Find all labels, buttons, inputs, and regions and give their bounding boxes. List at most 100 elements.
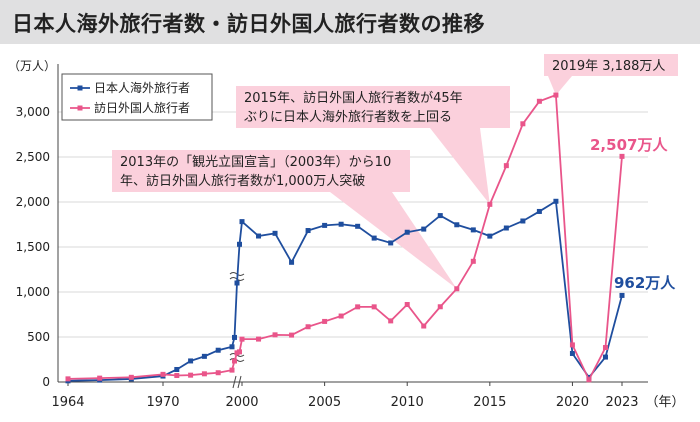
data-point [404,302,410,308]
data-point [487,201,493,207]
data-point [188,372,194,378]
data-point [229,367,235,373]
data-point [619,292,625,298]
y-axis-label: （万人） [8,59,56,73]
callout-pointer [430,128,490,205]
data-point [289,259,295,265]
data-point [388,318,394,324]
data-point [256,233,262,239]
data-point [215,370,221,376]
callout-box [544,54,678,76]
data-point [602,345,608,351]
callout-pointer [330,192,457,289]
data-point [454,222,460,228]
data-point [520,218,526,224]
series-line [67,199,623,382]
data-point [404,229,410,235]
y-axis: （万人） 0 500 1,000 1,500 2,000 2,500 3,000 [8,59,59,389]
y-tick-label: 1,500 [16,240,50,254]
y-tick-label: 2,000 [16,195,50,209]
callout-pointer [548,76,572,96]
data-point [160,371,166,377]
callout-text: 年、訪日外国人旅行者数が1,000万人突破 [120,173,365,189]
inbound-end-label: 2,507万人 [590,136,668,154]
data-point [470,227,476,233]
data-point [553,92,559,98]
data-point [234,280,240,286]
data-point [487,233,493,239]
data-point [454,286,460,292]
x-axis: 1964 1970 2000 2005 2010 2015 2020 2023 （年） [51,375,685,410]
x-axis-unit: （年） [645,395,684,410]
data-point [553,198,559,204]
y-tick-label: 3,000 [16,105,50,119]
data-point [237,241,242,247]
series-lines [65,92,625,384]
data-point [569,342,575,348]
data-point [338,221,344,227]
data-point [201,371,207,377]
data-point [188,358,194,364]
legend-label: 日本人海外旅行者 [94,80,190,95]
callout-box [236,86,510,128]
axis-break-mark [232,375,242,389]
x-tick-label: 1964 [51,395,84,410]
data-point [503,163,509,169]
data-point [305,324,311,330]
data-point [322,318,328,324]
data-point [201,353,207,359]
data-point [256,336,262,342]
data-point [97,375,103,381]
data-point [437,213,443,219]
data-point [174,366,180,372]
callout-text: ぶりに日本人海外旅行者数を上回る [244,110,452,125]
y-tick-label: 1,000 [16,285,50,299]
chart-title: 日本人海外旅行者数・訪日外国人旅行者数の推移 [12,12,485,36]
data-point [437,304,443,310]
x-tick-label: 2015 [473,395,506,410]
data-point [229,344,235,350]
y-tick-label: 2,500 [16,150,50,164]
data-point [355,304,361,310]
data-point [272,230,278,236]
end-labels: 2,507万人 962万人 [590,136,676,292]
x-tick-label: 2010 [391,395,424,410]
y-tick-label: 0 [42,375,50,389]
data-point [586,377,592,383]
data-point [520,121,526,127]
legend-label: 訪日外国人旅行者 [94,100,190,115]
data-point [536,208,542,214]
x-tick-label: 2023 [605,395,638,410]
data-point [65,376,71,382]
legend-box [61,73,213,121]
legend-marker [77,105,83,111]
data-point [619,153,625,159]
outbound-end-label: 962万人 [614,274,676,292]
legend-marker [77,85,83,91]
data-point [237,349,242,355]
data-point [388,240,394,246]
data-point [174,373,180,379]
data-point [239,336,245,342]
data-point [338,313,344,319]
data-point [569,350,575,356]
data-point [421,226,427,232]
x-tick-label: 2020 [556,395,589,410]
callout-text: 2019年 3,188万人 [552,59,665,74]
data-point [322,222,328,228]
data-point [232,334,237,340]
data-point [503,225,509,231]
data-point [128,374,134,380]
title-bar: 日本人海外旅行者数・訪日外国人旅行者数の推移 [0,0,700,44]
data-point [239,219,245,225]
data-point [421,323,427,329]
data-point [470,258,476,264]
x-tick-label: 2005 [308,395,341,410]
callout-text: 2015年、訪日外国人旅行者数が45年 [244,90,463,106]
data-point [232,358,237,364]
y-tick-label: 500 [27,330,50,344]
callout-box [112,150,410,192]
data-point [289,332,295,338]
